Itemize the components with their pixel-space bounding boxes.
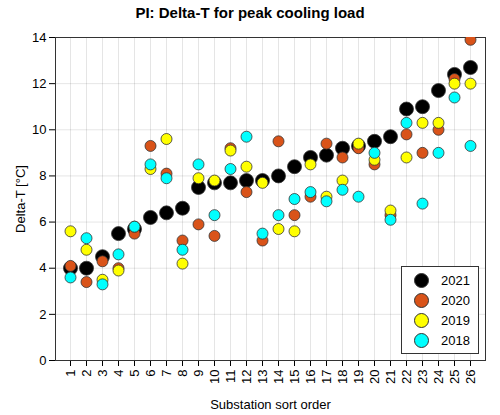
svg-text:10: 10 [207,370,222,384]
svg-text:Delta-T [°C]: Delta-T [°C] [13,165,28,233]
svg-text:19: 19 [351,370,366,384]
svg-text:7: 7 [159,370,174,377]
svg-text:25: 25 [447,370,462,384]
svg-text:17: 17 [319,370,334,384]
svg-text:12: 12 [32,76,46,91]
svg-text:21: 21 [383,370,398,384]
html-text:2018: 2018 [441,332,470,348]
svg-text:16: 16 [303,370,318,384]
svg-text:24: 24 [431,370,446,384]
svg-text:23: 23 [415,370,430,384]
svg-text:4: 4 [111,370,126,377]
html-text:2020: 2020 [441,292,470,308]
svg-text:2: 2 [79,370,94,377]
svg-text:5: 5 [127,370,142,377]
html-text:2019: 2019 [441,312,470,328]
svg-text:11: 11 [223,370,238,384]
svg-text:0: 0 [39,353,46,368]
svg-text:10: 10 [32,122,46,137]
svg-text:2: 2 [39,307,46,322]
svg-text:8: 8 [175,370,190,377]
svg-text:15: 15 [287,370,302,384]
svg-text:6: 6 [143,370,158,377]
svg-text:9: 9 [191,370,206,377]
svg-text:3: 3 [95,370,110,377]
svg-text:4: 4 [39,260,46,275]
svg-text:13: 13 [255,370,270,384]
svg-text:14: 14 [32,30,46,45]
svg-text:6: 6 [39,214,46,229]
svg-text:Substation sort order: Substation sort order [210,397,331,412]
html-text:2021: 2021 [441,272,470,288]
svg-text:8: 8 [39,168,46,183]
svg-text:22: 22 [399,370,414,384]
html-text:PI: Delta-T for peak cooling l: PI: Delta-T for peak cooling load [135,4,365,21]
svg-text:18: 18 [335,370,350,384]
svg-text:1: 1 [63,370,78,377]
svg-text:26: 26 [463,370,478,384]
svg-text:12: 12 [239,370,254,384]
svg-text:14: 14 [271,370,286,384]
svg-text:20: 20 [367,370,382,384]
